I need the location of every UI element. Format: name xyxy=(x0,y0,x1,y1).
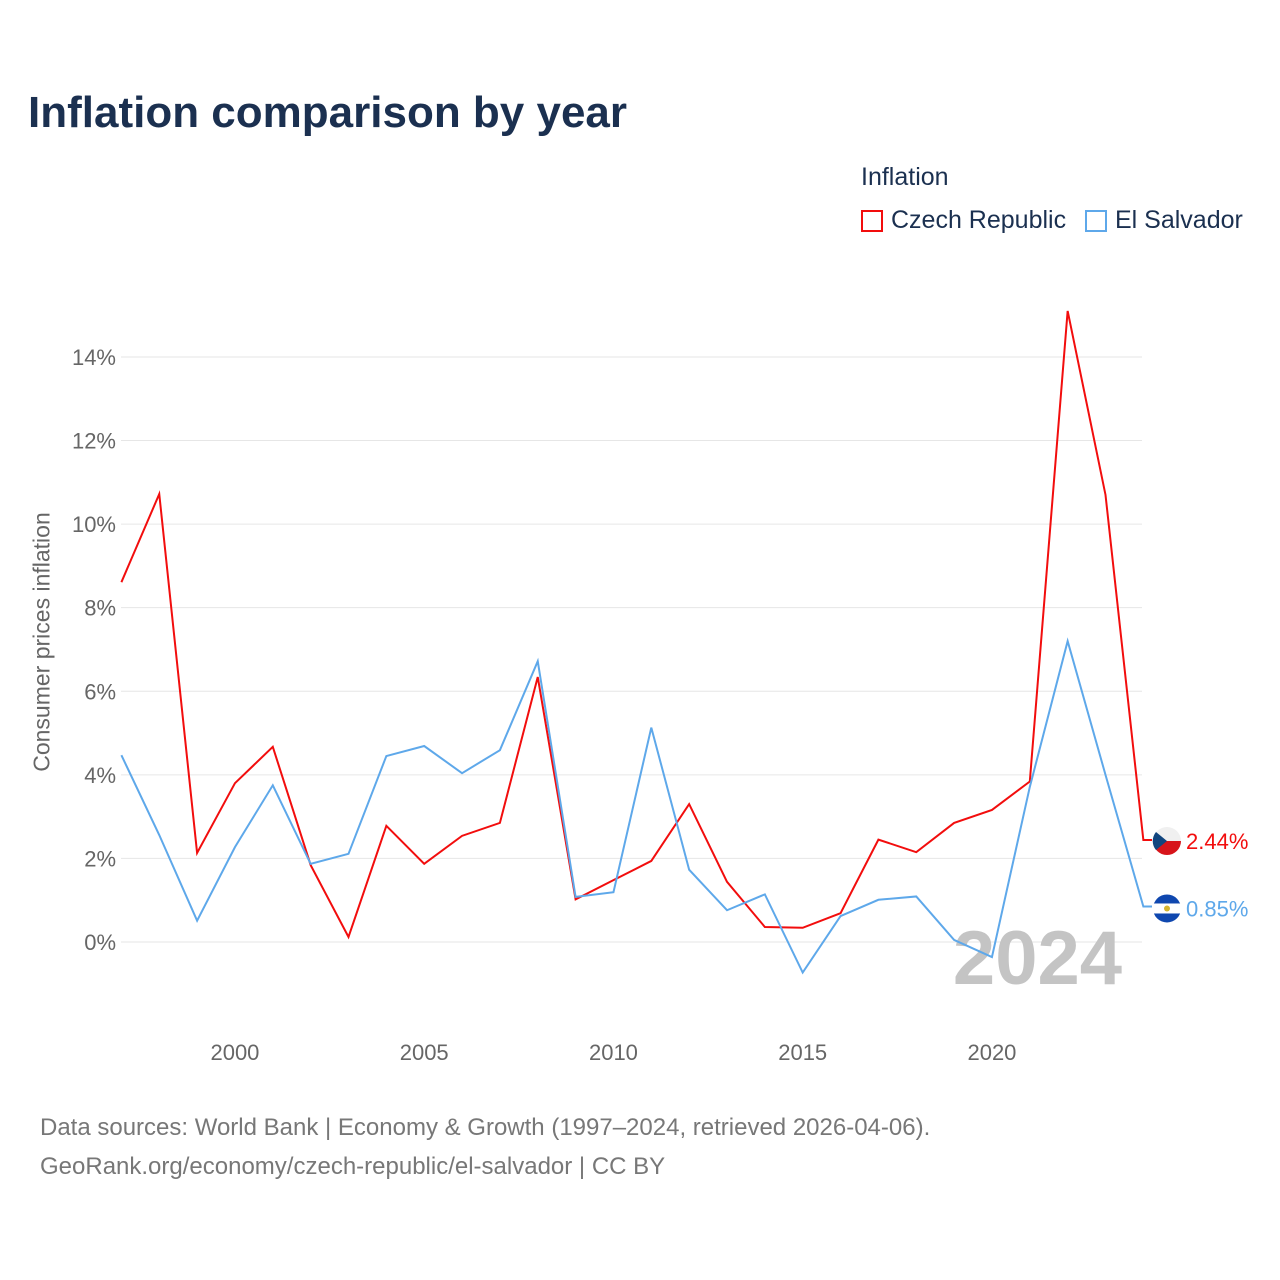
legend-label: Czech Republic xyxy=(891,206,1067,234)
legend-swatch xyxy=(1085,209,1107,232)
flag-triangle xyxy=(1152,832,1167,851)
legend-swatch xyxy=(861,209,883,232)
series-line-czech-republic xyxy=(120,310,1152,940)
end-value-label: 0.85% xyxy=(1186,896,1248,921)
source-note: Data sources: World Bank | Economy & Gro… xyxy=(40,1108,930,1186)
chart-title: Inflation comparison by year xyxy=(28,88,628,137)
flag-emblem xyxy=(1164,905,1170,912)
x-tick-label: 2010 xyxy=(589,1040,638,1065)
x-tick-label: 2000 xyxy=(210,1040,259,1065)
y-tick-label: 12% xyxy=(72,429,116,454)
legend-label: El Salvador xyxy=(1115,206,1243,234)
legend-item-czech-republic[interactable]: Czech Republic xyxy=(861,206,1066,235)
legend-item-el-salvador[interactable]: El Salvador xyxy=(1085,206,1243,235)
y-tick-label: 0% xyxy=(84,930,116,955)
x-tick-label: 2005 xyxy=(400,1040,449,1065)
y-tick-label: 2% xyxy=(84,846,116,871)
y-tick-label: 6% xyxy=(84,679,116,704)
source-line-2[interactable]: GeoRank.org/economy/czech-republic/el-sa… xyxy=(40,1153,666,1180)
legend-title: Inflation xyxy=(861,163,949,191)
end-value-label: 2.44% xyxy=(1186,829,1248,854)
x-tick-label: 2015 xyxy=(778,1040,827,1065)
series-line-el-salvador xyxy=(120,637,1152,975)
y-tick-label: 10% xyxy=(72,512,116,537)
y-tick-label: 8% xyxy=(84,596,116,621)
y-tick-label: 4% xyxy=(84,763,116,788)
y-tick-label: 14% xyxy=(72,345,116,370)
x-tick-label: 2020 xyxy=(967,1040,1016,1065)
source-line-1: Data sources: World Bank | Economy & Gro… xyxy=(40,1114,931,1141)
year-annotation: 2024 xyxy=(953,916,1122,1001)
